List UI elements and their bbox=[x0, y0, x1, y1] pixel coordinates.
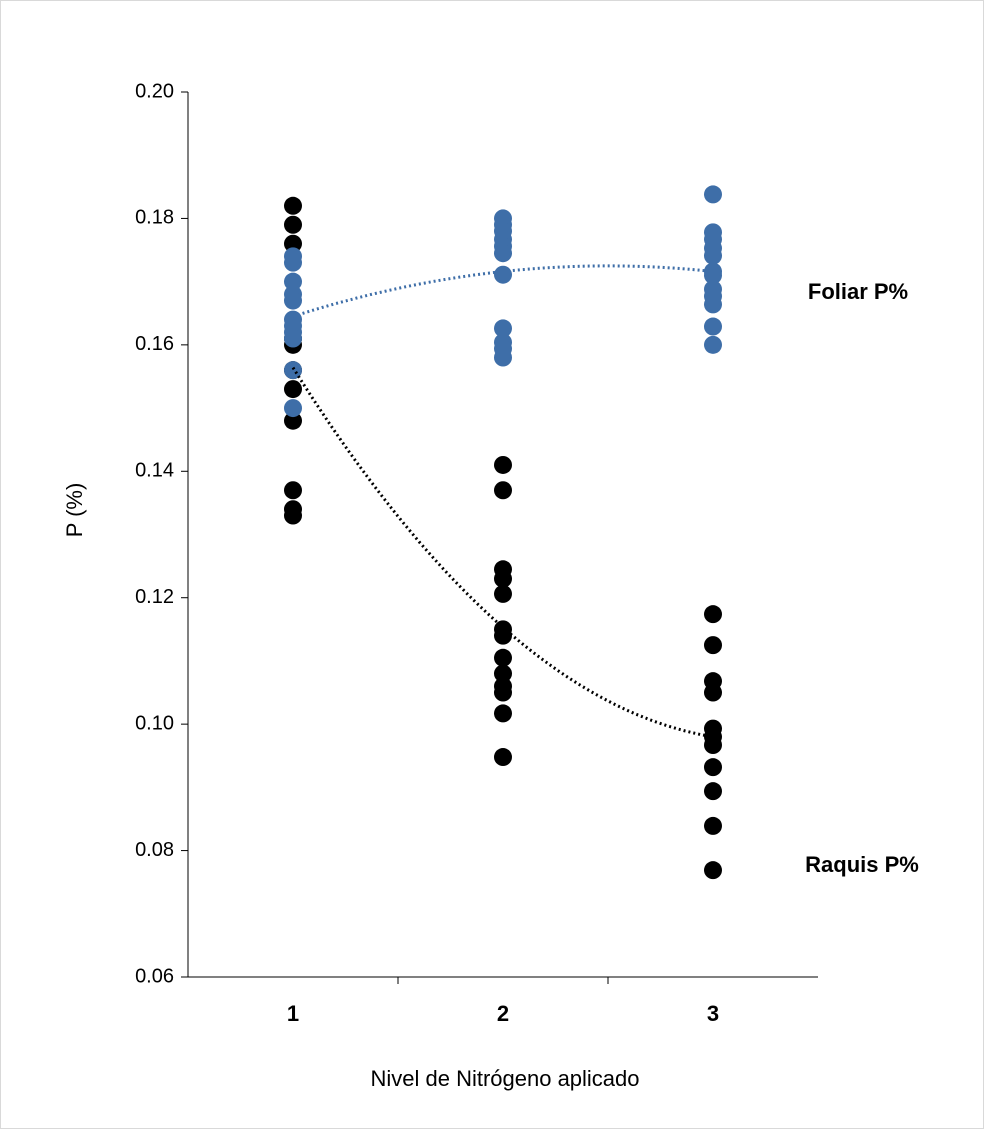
data-point bbox=[494, 348, 512, 367]
trend-line bbox=[291, 366, 714, 739]
y-tick-label: 0.16 bbox=[135, 333, 174, 355]
data-point bbox=[704, 185, 722, 204]
data-point bbox=[704, 605, 722, 624]
data-point bbox=[284, 291, 302, 310]
data-point bbox=[494, 319, 512, 338]
data-point bbox=[284, 481, 302, 500]
y-axis-title: P (%) bbox=[62, 483, 87, 538]
data-point bbox=[284, 361, 302, 380]
data-point bbox=[704, 335, 722, 354]
data-point bbox=[284, 253, 302, 272]
trend-line bbox=[292, 264, 714, 318]
y-tick-label: 0.10 bbox=[135, 712, 174, 734]
data-point bbox=[284, 329, 302, 348]
y-tick-label: 0.06 bbox=[135, 965, 174, 987]
x-tick-label: 3 bbox=[707, 1001, 719, 1026]
data-point bbox=[284, 234, 302, 253]
x-axis-title: Nivel de Nitrógeno aplicado bbox=[370, 1066, 639, 1091]
data-point bbox=[494, 664, 512, 683]
x-tick-label: 1 bbox=[287, 1001, 299, 1026]
data-point bbox=[284, 272, 302, 291]
data-point bbox=[704, 758, 722, 777]
data-point bbox=[704, 861, 722, 880]
data-point bbox=[494, 265, 512, 284]
data-point bbox=[284, 196, 302, 215]
data-point bbox=[494, 584, 512, 603]
data-point bbox=[704, 683, 722, 702]
data-point bbox=[704, 816, 722, 835]
data-point bbox=[494, 569, 512, 588]
data-point bbox=[284, 380, 302, 399]
series-label: Raquis P% bbox=[805, 852, 919, 877]
data-point bbox=[704, 317, 722, 336]
data-point bbox=[494, 244, 512, 263]
y-tick-label: 0.14 bbox=[135, 460, 174, 482]
data-point bbox=[494, 648, 512, 667]
y-tick-label: 0.12 bbox=[135, 586, 174, 608]
data-point bbox=[284, 215, 302, 234]
data-point bbox=[494, 455, 512, 474]
data-point bbox=[494, 704, 512, 723]
data-point bbox=[704, 295, 722, 314]
x-tick-label: 2 bbox=[497, 1001, 509, 1026]
data-point bbox=[284, 506, 302, 525]
y-tick-label: 0.08 bbox=[135, 839, 174, 861]
data-point bbox=[704, 636, 722, 655]
y-tick-label: 0.20 bbox=[135, 80, 174, 102]
data-point bbox=[704, 736, 722, 755]
data-point bbox=[494, 748, 512, 767]
data-point bbox=[284, 399, 302, 418]
data-point bbox=[494, 481, 512, 500]
data-point bbox=[494, 683, 512, 702]
data-point bbox=[284, 411, 302, 430]
y-tick-label: 0.18 bbox=[135, 207, 174, 229]
data-point bbox=[704, 246, 722, 265]
data-point bbox=[704, 782, 722, 801]
series-label: Foliar P% bbox=[808, 279, 908, 304]
